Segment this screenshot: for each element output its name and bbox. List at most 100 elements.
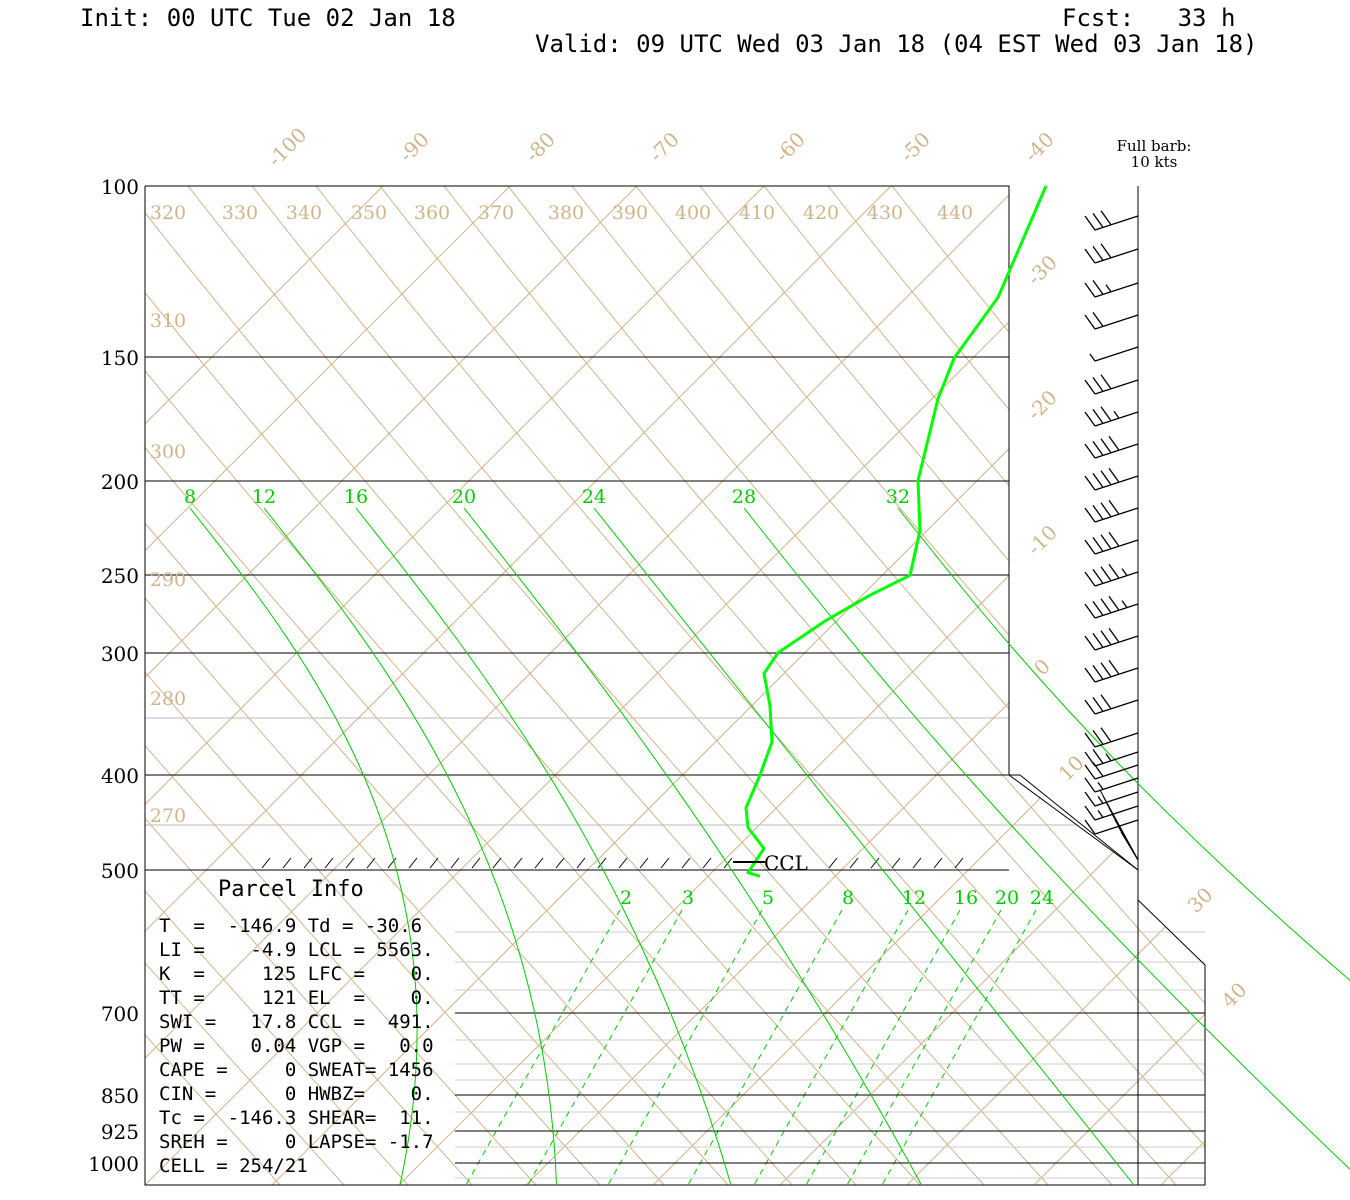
dry-adiabat-line bbox=[145, 775, 857, 1185]
moist-adiabat-line bbox=[743, 507, 1350, 1170]
isotherm-line bbox=[652, 775, 1205, 1185]
mixing-ratio-label: 5 bbox=[762, 887, 774, 909]
dry-adiabat-line bbox=[379, 775, 1205, 1185]
hatch-mark bbox=[555, 857, 565, 869]
dry-adiabat-line bbox=[145, 775, 793, 1185]
hatch-mark bbox=[429, 857, 439, 869]
hatch-mark bbox=[723, 857, 733, 869]
pressure-tick-label: 100 bbox=[101, 175, 139, 199]
isotherm-line bbox=[427, 194, 1009, 775]
wind-barb bbox=[1084, 499, 1139, 523]
hatch-mark bbox=[849, 857, 859, 869]
isotherm-line bbox=[779, 775, 1205, 1185]
theta-label: 310 bbox=[150, 310, 186, 332]
pressure-tick-label: 300 bbox=[101, 642, 139, 666]
theta-label: 350 bbox=[351, 202, 387, 224]
isotherm-label: -20 bbox=[1022, 385, 1062, 425]
dry-adiabat-line bbox=[443, 186, 940, 775]
hatch-mark bbox=[660, 857, 670, 869]
hatch-mark bbox=[261, 857, 271, 869]
parcel-row: K = 125 LFC = 0. bbox=[159, 963, 434, 985]
theta-label: 410 bbox=[739, 202, 775, 224]
hatch-mark bbox=[576, 857, 586, 869]
wind-barb bbox=[1084, 627, 1139, 651]
pressure-tick-label: 400 bbox=[101, 764, 139, 788]
hatch-mark bbox=[639, 857, 649, 869]
dry-adiabat-line bbox=[763, 186, 1009, 487]
isotherm-line bbox=[906, 775, 1205, 1185]
parcel-row: SREH = 0 LAPSE= -1.7 bbox=[159, 1131, 434, 1153]
dry-adiabat-line bbox=[145, 370, 492, 775]
theta-label: 440 bbox=[937, 202, 973, 224]
dry-adiabat-line bbox=[699, 186, 1009, 562]
pressure-tick-label: 500 bbox=[101, 859, 139, 883]
isotherm-line bbox=[1033, 775, 1205, 1185]
hatch-mark bbox=[282, 857, 292, 869]
theta-label: 330 bbox=[222, 202, 258, 224]
theta-label: 290 bbox=[150, 569, 186, 591]
dry-adiabat-line bbox=[145, 775, 985, 1185]
parcel-row: TT = 121 EL = 0. bbox=[159, 987, 434, 1009]
wind-barb bbox=[1084, 805, 1139, 821]
dry-adiabat-line bbox=[507, 775, 1205, 1185]
dry-adiabat-line bbox=[315, 186, 812, 775]
pressure-tick-label: 250 bbox=[101, 564, 139, 588]
dry-adiabat-line bbox=[315, 775, 1177, 1185]
pressure-tick-label: 150 bbox=[101, 346, 139, 370]
hatch-mark bbox=[513, 857, 523, 869]
wind-barb bbox=[1084, 659, 1139, 683]
mixing-ratio-label: 20 bbox=[995, 887, 1019, 909]
isotherm-line bbox=[271, 775, 1205, 1185]
frame-diagonal bbox=[1009, 774, 1139, 871]
hatch-mark bbox=[933, 857, 943, 869]
isotherm-line bbox=[653, 186, 1350, 1185]
isotherm-line bbox=[554, 321, 1009, 775]
theta-label: 420 bbox=[803, 202, 839, 224]
hatch-mark bbox=[492, 857, 502, 869]
isotherm-line bbox=[525, 775, 1205, 1185]
mixing-ratio-line bbox=[805, 909, 961, 1185]
isotherm-label: -90 bbox=[394, 127, 434, 167]
parcel-row: CELL = 254/21 bbox=[159, 1155, 308, 1177]
wind-barb bbox=[1084, 467, 1139, 491]
moist-adiabat-line bbox=[263, 507, 557, 1186]
theta-label: 340 bbox=[286, 202, 322, 224]
wind-barb bbox=[1084, 531, 1139, 555]
wind-barb bbox=[1084, 406, 1139, 427]
parcel-info-title: Parcel Info bbox=[218, 877, 364, 902]
isotherm-line bbox=[398, 775, 1205, 1185]
mixing-ratio-label: 3 bbox=[682, 887, 694, 909]
mixing-ratio-label: 12 bbox=[902, 887, 926, 909]
isotherm-label: -100 bbox=[263, 123, 312, 172]
dry-adiabat-line bbox=[827, 775, 1205, 1185]
isotherm-line bbox=[808, 574, 1009, 775]
forecast-hour: Fcst: 33 h bbox=[1062, 4, 1236, 32]
init-time: Init: 00 UTC Tue 02 Jan 18 bbox=[80, 4, 456, 32]
moist-adiabat-line bbox=[355, 507, 732, 1186]
barb-legend-line2: 10 kts bbox=[1131, 153, 1178, 171]
mixing-ratio-label: 12 bbox=[252, 486, 276, 508]
hatch-mark bbox=[702, 857, 712, 869]
hatch-mark bbox=[534, 857, 544, 869]
dry-adiabat-line bbox=[145, 775, 601, 1185]
dry-adiabat-line bbox=[251, 186, 748, 775]
isotherm-line bbox=[1288, 186, 1350, 1185]
dry-adiabat-line bbox=[187, 775, 1049, 1185]
parcel-row: Tc = -146.3 SHEAR= 11. bbox=[159, 1107, 434, 1129]
dry-adiabat-line bbox=[187, 186, 684, 775]
isotherm-label: 40 bbox=[1217, 978, 1252, 1013]
theta-label: 300 bbox=[150, 441, 186, 463]
theta-label: 270 bbox=[150, 805, 186, 827]
parcel-info-panel: Parcel Info T = -146.9 Td = -30.6 LI = -… bbox=[159, 877, 434, 1177]
mixing-ratio-line bbox=[527, 909, 683, 1185]
wind-barb bbox=[1084, 563, 1139, 587]
parcel-row: PW = 0.04 VGP = 0.0 bbox=[159, 1035, 434, 1057]
dry-adiabat-line bbox=[699, 775, 1205, 1185]
hatch-mark bbox=[387, 857, 397, 869]
dry-adiabat-line bbox=[145, 775, 473, 1185]
wind-barb bbox=[1084, 694, 1139, 715]
hatch-mark bbox=[828, 857, 838, 869]
wind-barb bbox=[1084, 727, 1139, 748]
isotherm-line bbox=[681, 448, 1009, 775]
dry-adiabat-line bbox=[571, 186, 1009, 710]
